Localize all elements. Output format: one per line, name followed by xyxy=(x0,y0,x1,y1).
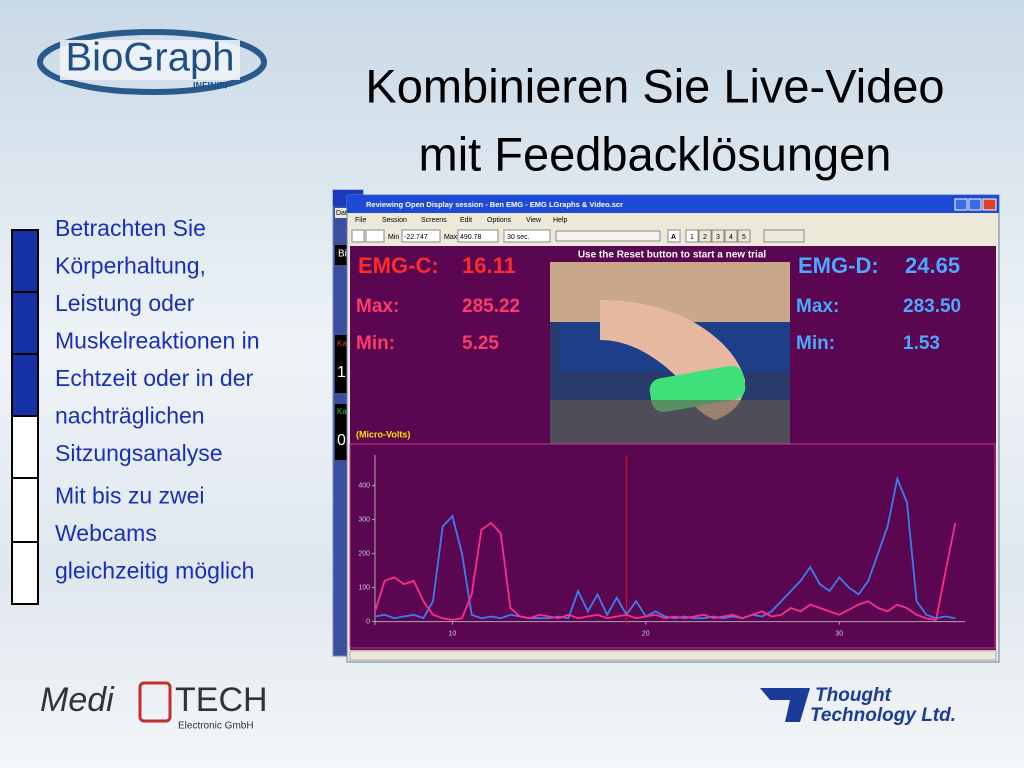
window-title: Reviewing Open Display session - Ben EMG… xyxy=(366,200,623,209)
emg-d-min-label: Min: xyxy=(796,333,835,354)
toolbar-label: Min xyxy=(388,234,399,241)
x-tick-label: 20 xyxy=(642,630,650,637)
bullet-line: Sitzungsanalyse xyxy=(55,440,223,466)
page-label[interactable]: 5 xyxy=(742,234,746,241)
menu-item[interactable]: Options xyxy=(487,217,512,224)
bullet-line: Mit bis zu zwei xyxy=(55,483,205,509)
menu-item[interactable]: Screens xyxy=(421,217,447,224)
emg-c-max: 285.22 xyxy=(462,296,520,317)
page-button[interactable] xyxy=(685,229,699,243)
bullet-line: Echtzeit oder in der xyxy=(55,365,254,391)
emg-c-label: EMG-C: xyxy=(358,253,439,278)
app-window: Reviewing Open Display session - Ben EMG… xyxy=(346,194,1000,663)
page-button[interactable] xyxy=(724,229,738,243)
logo-text: Medi xyxy=(40,681,115,719)
toolbar-button[interactable]: A xyxy=(671,234,676,241)
logo-text: Technology Ltd. xyxy=(810,705,956,726)
menu-item[interactable]: Edit xyxy=(460,217,472,224)
back-text: Bi xyxy=(338,249,347,260)
video xyxy=(550,262,790,444)
page-label[interactable]: 2 xyxy=(703,234,707,241)
y-tick-label: 400 xyxy=(358,482,370,489)
back-text: Ka xyxy=(337,407,347,416)
toolbar: Min -22.747 Max 490.78 30 sec. A 1 2 3 4 5 xyxy=(351,229,805,243)
instruction: Use the Reset button to start a new tria… xyxy=(578,250,767,261)
bullet-line: Körperhaltung, xyxy=(55,253,206,279)
logo-text: BioGraph xyxy=(66,36,235,80)
page-button[interactable] xyxy=(737,229,751,243)
page-button[interactable] xyxy=(698,229,712,243)
y-tick-label: 100 xyxy=(358,584,370,591)
page-label[interactable]: 1 xyxy=(690,234,694,241)
emg-c-min: 5.25 xyxy=(462,333,499,354)
menu-item[interactable]: Session xyxy=(382,217,407,224)
emg-d-min: 1.53 xyxy=(903,333,940,354)
biograph-logo: BioGraph INFINITI xyxy=(37,29,267,95)
logo-text: TECH xyxy=(175,681,268,719)
menu-item[interactable]: Help xyxy=(553,217,568,224)
x-tick-label: 10 xyxy=(448,630,456,637)
emg-c-max-label: Max: xyxy=(356,296,399,317)
emg-d-label: EMG-D: xyxy=(798,253,879,278)
thought-technology-logo: Thought Technology Ltd. xyxy=(760,685,956,726)
emg-c-min-label: Min: xyxy=(356,333,395,354)
page-label[interactable]: 3 xyxy=(716,234,720,241)
maximize-button[interactable] xyxy=(968,198,982,211)
logo-text: Electronic GmbH xyxy=(178,721,254,732)
y-tick-label: 300 xyxy=(358,516,370,523)
emg-d-value: 24.65 xyxy=(905,253,960,278)
title-line: mit Feedbacklösungen xyxy=(419,127,892,180)
toolbar-select[interactable]: 30 sec. xyxy=(507,234,530,241)
title-line: Kombinieren Sie Live-Video xyxy=(365,59,944,112)
x-tick-label: 30 xyxy=(835,630,843,637)
bullet-line: Webcams xyxy=(55,520,157,546)
menu-item: Date xyxy=(336,210,351,217)
logo-sub: INFINITI xyxy=(193,80,227,90)
bullet-bar xyxy=(11,229,39,605)
menu-item[interactable]: View xyxy=(526,217,542,224)
page-button[interactable] xyxy=(711,229,725,243)
y-tick-label: 200 xyxy=(358,550,370,557)
status-bar xyxy=(349,650,997,661)
emg-d-max-label: Max: xyxy=(796,296,839,317)
bullet-line: Leistung oder xyxy=(55,290,195,316)
chart-frame xyxy=(349,443,996,649)
back-text: Ka xyxy=(337,339,347,348)
close-button[interactable] xyxy=(982,198,997,211)
back-text: 0 xyxy=(337,432,346,449)
menu-item[interactable]: File xyxy=(355,217,366,224)
bullet-line: gleichzeitig möglich xyxy=(55,558,254,584)
toolbar-field[interactable]: -22.747 xyxy=(404,234,428,241)
series-line xyxy=(374,521,957,621)
toolbar-field[interactable]: 490.78 xyxy=(460,234,482,241)
meditech-logo: Medi TECH Electronic GmbH xyxy=(40,681,268,732)
page-label[interactable]: 4 xyxy=(729,234,733,241)
y-axis-label: (Micro-Volts) xyxy=(356,429,410,439)
minimize-button[interactable] xyxy=(954,198,968,211)
y-tick-label: 0 xyxy=(366,618,370,625)
bullet-line: Muskelreaktionen in xyxy=(55,328,260,354)
logo-text: Thought xyxy=(815,685,892,706)
bullet-line: Betrachten Sie xyxy=(55,215,206,241)
emg-d-max: 283.50 xyxy=(903,296,961,317)
bullet-line: nachträglichen xyxy=(55,403,205,429)
emg-c-value: 16.11 xyxy=(462,253,516,278)
series-line xyxy=(374,475,956,620)
toolbar-label: Max xyxy=(444,234,458,241)
